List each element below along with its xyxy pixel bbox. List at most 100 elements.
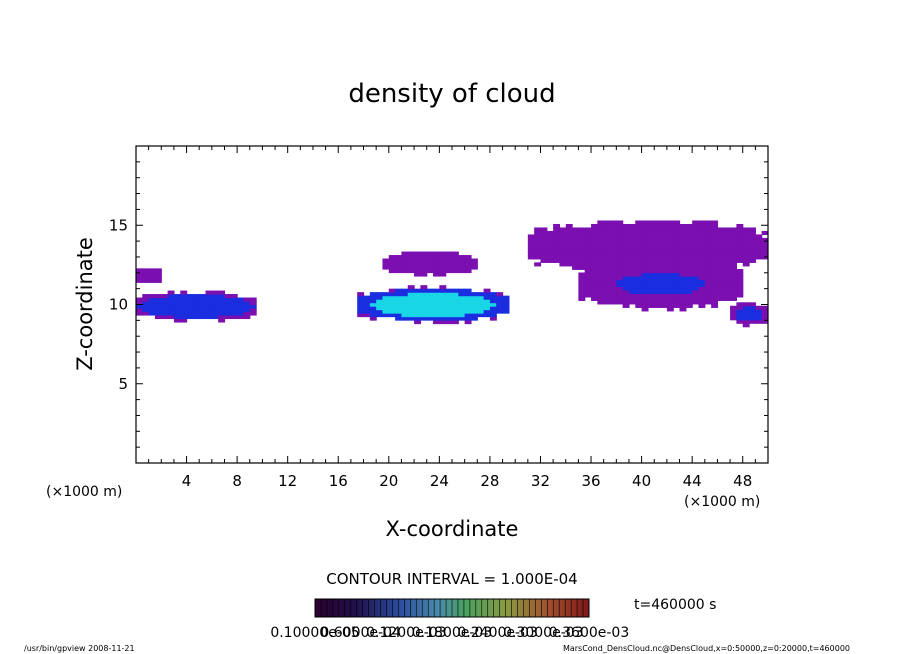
cloud-cell [527, 237, 535, 243]
cloud-cell [154, 311, 162, 316]
cloud-cell [628, 262, 636, 267]
cloud-cell [736, 268, 744, 274]
cloud-cell [452, 295, 459, 300]
cloud-cell [666, 265, 674, 270]
cloud-cell [161, 314, 169, 320]
cloud-cell [464, 295, 472, 300]
cloud-cell [426, 299, 434, 304]
cloud-cell [237, 314, 245, 320]
cloud-cell [685, 234, 693, 239]
cloud-cell [635, 237, 643, 243]
cloud-cell [622, 303, 630, 308]
cloud-cell [711, 293, 719, 298]
cloud-cell [730, 275, 737, 281]
cloud-cell [628, 296, 636, 301]
cloud-cell [395, 302, 403, 307]
cloud-cell [382, 302, 390, 307]
cloud-cell [591, 251, 598, 256]
cloud-cell [363, 309, 371, 314]
cloud-cell [489, 302, 497, 307]
cloud-cell [192, 314, 200, 320]
cloud-cell [414, 251, 421, 256]
cloud-cell [736, 275, 744, 281]
cloud-cell [572, 265, 579, 270]
cloud-cell [685, 293, 693, 298]
cloud-cell [666, 268, 674, 274]
cloud-cell [749, 302, 756, 307]
cloud-cell [382, 309, 390, 314]
cloud-cell [584, 258, 592, 263]
cloud-cell [572, 241, 579, 246]
cloud-cell [407, 285, 415, 290]
cloud-cell [597, 230, 605, 236]
cloud-cell [477, 299, 485, 304]
cloud-cell [527, 251, 535, 256]
cloud-cell [382, 306, 390, 311]
cloud-cell [458, 255, 466, 260]
cloud-cell [723, 272, 731, 277]
cloud-cell [553, 251, 561, 256]
cloud-cell [224, 304, 232, 309]
cloud-cell [433, 299, 440, 304]
cloud-cell [730, 293, 737, 298]
cloud-cell [161, 294, 169, 299]
cloud-cell [180, 297, 188, 302]
cloud-cell [685, 223, 693, 229]
cloud-cell [673, 255, 681, 260]
cloud-cell [685, 275, 693, 281]
cloud-cell [660, 293, 668, 298]
cloud-cell [584, 251, 592, 256]
cloud-cell [395, 313, 403, 318]
cloud-cell [635, 282, 643, 288]
cloud-cell [704, 296, 712, 301]
cloud-cell [749, 258, 756, 263]
cloud-cell [761, 230, 768, 236]
cloud-cell [692, 234, 700, 239]
cloud-cell [641, 234, 649, 239]
cloud-cell [243, 311, 251, 316]
cloud-cell [666, 300, 674, 305]
cloud-cell [679, 248, 687, 253]
cloud-cell [647, 223, 655, 229]
cloud-cell [692, 251, 700, 256]
cloud-cell [199, 297, 207, 302]
cloud-cell [698, 296, 706, 301]
cloud-cell [704, 275, 712, 281]
cloud-cell [698, 275, 706, 281]
cloud-cell [527, 244, 535, 249]
cloud-cell [685, 300, 693, 305]
cloud-cell [711, 258, 719, 263]
cloud-cell [205, 297, 213, 302]
cloud-cell [736, 237, 744, 243]
cloud-cell [249, 307, 257, 313]
cloud-cell [199, 304, 207, 309]
cloud-cell [723, 265, 731, 270]
cloud-cell [723, 248, 731, 253]
cloud-cell [584, 275, 592, 281]
cloud-cell [470, 258, 478, 263]
cloud-cell [439, 295, 447, 300]
cloud-cell [565, 248, 573, 253]
cloud-cell [711, 227, 719, 232]
cloud-cell [230, 314, 238, 320]
cloud-cell [584, 244, 592, 249]
cloud-cell [622, 282, 630, 288]
cloud-cell [635, 272, 643, 277]
cloud-cell [420, 272, 428, 277]
cloud-cell [647, 262, 655, 267]
cloud-cell [603, 282, 611, 288]
cloud-cell [382, 262, 390, 267]
cloud-cell [534, 227, 542, 232]
cloud-cell [395, 295, 403, 300]
cloud-cell [704, 244, 712, 249]
cloud-cell [445, 295, 453, 300]
cloud-cell [755, 251, 763, 256]
cloud-cell [433, 292, 440, 297]
cloud-cell [578, 293, 586, 298]
cloud-cell [388, 288, 396, 293]
cloud-cell [527, 248, 535, 253]
cloud-cell [660, 286, 668, 291]
cloud-cell [464, 292, 472, 297]
cloud-cell [382, 313, 390, 318]
cloud-cell [553, 258, 561, 263]
